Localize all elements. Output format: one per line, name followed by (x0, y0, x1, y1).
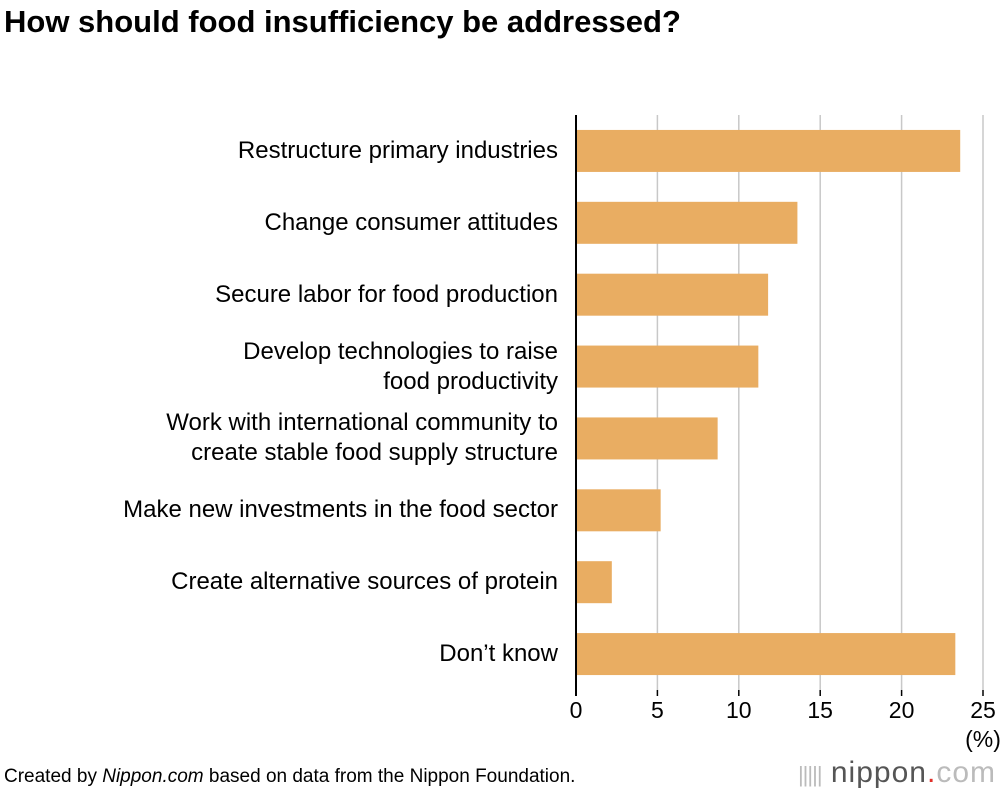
category-label: Create alternative sources of protein (171, 568, 558, 596)
category-label: Change consumer attitudes (264, 208, 558, 236)
x-tick-label: 20 (889, 697, 915, 723)
x-axis-label: (%) (965, 726, 1000, 752)
x-tick-label: 0 (570, 697, 583, 723)
x-tick-label: 15 (807, 697, 833, 723)
logo-dot: . (926, 756, 937, 789)
category-label: Restructure primary industries (237, 136, 558, 164)
x-tick-label: 25 (970, 697, 996, 723)
logo-name: nippon (830, 756, 927, 789)
bar (576, 633, 956, 676)
bar (576, 273, 769, 316)
bar (576, 489, 661, 532)
source-prefix: Created by (4, 766, 103, 787)
category-label: Develop technologies to raise food produ… (243, 337, 558, 395)
bar (576, 345, 759, 388)
bar (576, 129, 961, 172)
bar (576, 201, 798, 244)
category-label: Secure labor for food production (215, 280, 558, 308)
source-note: Created by Nippon.com based on data from… (4, 766, 575, 788)
bar (576, 561, 612, 604)
logo: ||||| nippon.com (797, 756, 996, 789)
category-label: Make new investments in the food sector (123, 496, 558, 524)
logo-com: com (936, 756, 996, 789)
category-label: Don’t know (439, 640, 558, 668)
bar (576, 417, 718, 460)
category-label: Work with international community to cre… (166, 409, 558, 467)
chart-title: How should food insufficiency be address… (4, 4, 681, 39)
x-tick-label: 10 (726, 697, 752, 723)
source-suffix: based on data from the Nippon Foundation… (203, 766, 576, 787)
x-tick-label: 5 (651, 697, 664, 723)
source-italic: Nippon.com (102, 766, 204, 787)
